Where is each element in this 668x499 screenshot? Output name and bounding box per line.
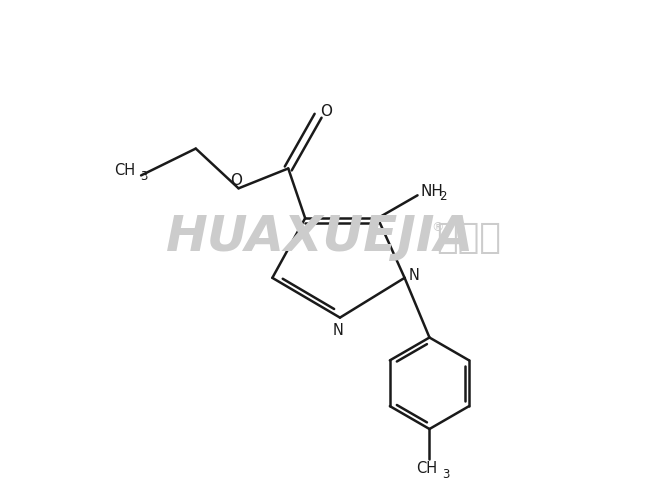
Text: N: N xyxy=(409,268,420,283)
Text: CH: CH xyxy=(416,461,437,476)
Text: HUAXUEJIA: HUAXUEJIA xyxy=(166,213,474,261)
Text: ®: ® xyxy=(432,221,444,234)
Text: 3: 3 xyxy=(442,468,450,481)
Text: 3: 3 xyxy=(140,170,148,183)
Text: N: N xyxy=(333,323,343,338)
Text: 化学加: 化学加 xyxy=(436,221,501,255)
Text: O: O xyxy=(320,104,332,119)
Text: 2: 2 xyxy=(440,190,447,203)
Text: NH: NH xyxy=(421,184,444,199)
Text: O: O xyxy=(230,173,242,188)
Text: CH: CH xyxy=(114,163,135,178)
